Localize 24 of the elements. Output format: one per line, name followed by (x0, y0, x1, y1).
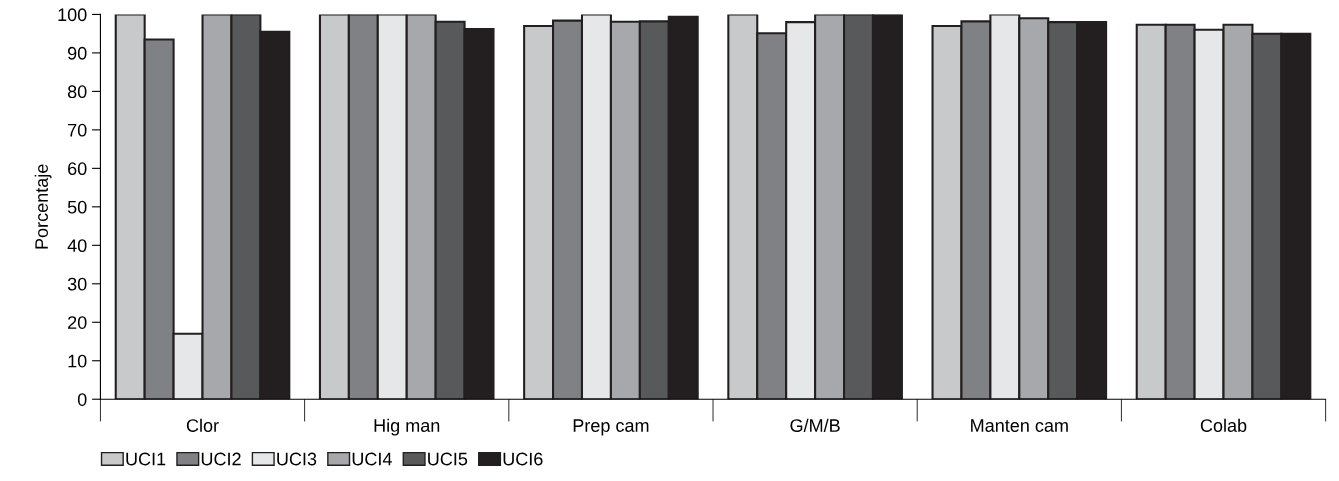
y-tick-label: 30 (67, 277, 87, 291)
y-tick-label: 50 (67, 200, 87, 214)
x-tick-label: Prep cam (573, 419, 649, 436)
legend-label: UCI4 (352, 452, 392, 466)
y-tick-label: 40 (67, 239, 87, 253)
legend-label: UCI1 (126, 452, 166, 466)
y-tick-label: 80 (67, 85, 87, 99)
y-tick-label: 60 (68, 162, 87, 176)
y-tick-label: 100 (58, 8, 87, 22)
y-tick-label: 20 (68, 316, 87, 329)
x-tick-label: Hig man (374, 418, 440, 436)
legend-label: UCI6 (503, 452, 543, 466)
y-tick-label: 70 (68, 123, 87, 137)
x-tick-label: G/M/B (790, 418, 840, 432)
x-tick-label: Manten cam (971, 419, 1068, 432)
x-tick-label: Colab (1200, 418, 1247, 432)
legend-label: UCI2 (201, 452, 241, 466)
y-tick-label: 0 (77, 393, 87, 406)
y-tick-label: 10 (68, 354, 87, 368)
x-tick-label: Clor (186, 418, 219, 432)
legend-label: UCI3 (277, 452, 317, 466)
y-axis-title: Porcentaje (34, 164, 52, 249)
y-tick-label: 90 (68, 46, 87, 60)
legend-label: UCI5 (428, 452, 468, 466)
